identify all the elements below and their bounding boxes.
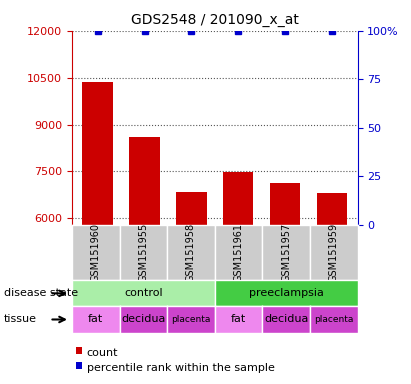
Text: GSM151960: GSM151960: [91, 223, 101, 282]
Text: decidua: decidua: [264, 314, 308, 324]
Text: decidua: decidua: [121, 314, 166, 324]
Bar: [316, 194, 347, 384]
Bar: [83, 82, 113, 384]
Text: placenta: placenta: [314, 315, 353, 324]
Bar: [129, 137, 160, 384]
Text: control: control: [124, 288, 163, 298]
Text: preeclampsia: preeclampsia: [249, 288, 323, 298]
Text: GSM151959: GSM151959: [329, 223, 339, 282]
Text: tissue: tissue: [4, 314, 37, 324]
Text: fat: fat: [88, 314, 103, 324]
Text: GSM151955: GSM151955: [139, 223, 148, 282]
Text: placenta: placenta: [171, 315, 210, 324]
Text: percentile rank within the sample: percentile rank within the sample: [87, 363, 275, 373]
Text: GSM151958: GSM151958: [186, 223, 196, 282]
Title: GDS2548 / 201090_x_at: GDS2548 / 201090_x_at: [131, 13, 299, 27]
Bar: [176, 192, 207, 384]
Bar: [270, 183, 300, 384]
Text: GSM151961: GSM151961: [233, 223, 244, 282]
Text: count: count: [87, 348, 118, 358]
Text: GSM151957: GSM151957: [281, 223, 291, 282]
Text: fat: fat: [231, 314, 246, 324]
Text: disease state: disease state: [4, 288, 78, 298]
Bar: [223, 172, 253, 384]
